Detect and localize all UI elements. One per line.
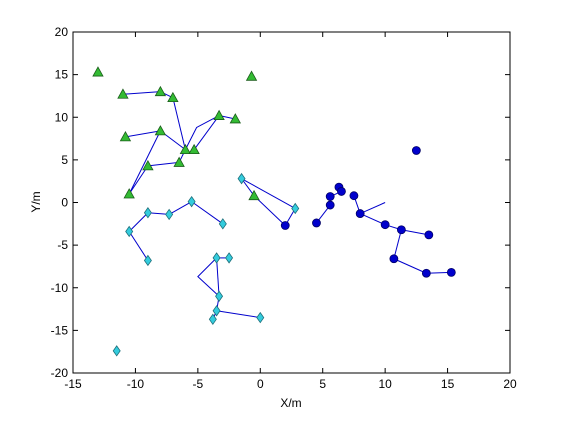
connection-line xyxy=(128,231,149,261)
diamond-marker xyxy=(237,172,246,185)
diamond-marker xyxy=(112,345,121,357)
data-markers xyxy=(92,66,456,357)
connection-line xyxy=(147,161,180,167)
triangle-marker xyxy=(117,88,129,99)
x-axis-ticks: -15 -10 -5 0 5 10 15 20 xyxy=(64,32,517,391)
diamond-marker xyxy=(212,252,221,264)
connection-line xyxy=(128,165,149,195)
circle-marker xyxy=(312,218,321,228)
triangle-marker xyxy=(142,160,154,171)
y-tick-label: 0 xyxy=(61,196,68,210)
triangle-marker xyxy=(179,143,192,155)
connection-line xyxy=(241,178,296,209)
circle-marker xyxy=(411,146,421,155)
diamond-marker xyxy=(208,313,217,325)
y-tick-label: -15 xyxy=(51,323,69,337)
circle-marker xyxy=(355,209,365,218)
connection-line xyxy=(168,201,192,215)
y-tick-label: 5 xyxy=(61,153,68,167)
x-tick-label: 10 xyxy=(378,377,392,391)
connection-line xyxy=(359,202,386,215)
x-tick-label: 5 xyxy=(319,377,326,391)
triangle-marker xyxy=(154,125,167,136)
x-tick-label: 20 xyxy=(503,377,517,391)
connection-line xyxy=(216,257,220,297)
circle-marker xyxy=(280,221,290,230)
connection-line xyxy=(393,229,402,259)
x-tick-label: 15 xyxy=(441,377,455,391)
y-axis-ticks: -20 -15 -10 -5 0 5 10 15 20 xyxy=(51,25,510,380)
y-tick-label: -20 xyxy=(51,366,69,380)
x-tick-label: -15 xyxy=(64,377,82,391)
diamond-marker xyxy=(143,207,152,219)
circle-marker xyxy=(396,225,406,235)
y-tick-label: 10 xyxy=(55,110,69,124)
y-tick-label: -10 xyxy=(51,281,69,295)
connection-line xyxy=(128,130,161,195)
circle-marker xyxy=(325,200,335,210)
connection-line xyxy=(128,212,149,232)
connection-line xyxy=(191,201,224,225)
diamond-marker xyxy=(215,290,224,302)
triangle-marker xyxy=(213,109,225,120)
circle-marker xyxy=(349,191,359,201)
x-tick-label: 0 xyxy=(257,377,264,391)
triangle-marker xyxy=(229,113,241,124)
diamond-marker xyxy=(212,305,221,317)
triangle-marker xyxy=(123,188,135,199)
triangle-marker xyxy=(154,85,167,97)
circle-marker xyxy=(337,187,346,196)
diamond-marker xyxy=(143,254,152,267)
connection-line xyxy=(359,213,386,226)
y-tick-label: 20 xyxy=(55,25,69,39)
triangle-marker xyxy=(188,143,200,155)
connection-line xyxy=(172,97,186,150)
triangle-marker xyxy=(167,91,179,103)
diamond-marker xyxy=(187,195,196,208)
plot-area xyxy=(72,31,511,374)
connection-line xyxy=(193,115,220,150)
triangle-marker xyxy=(245,70,258,81)
connection-line xyxy=(401,229,429,236)
x-tick-label: -10 xyxy=(127,377,145,391)
connection-line xyxy=(122,91,161,95)
y-tick-label: -5 xyxy=(57,238,68,252)
connection-line xyxy=(184,115,220,150)
connection-line xyxy=(216,310,261,319)
y-tick-label: 15 xyxy=(55,68,69,82)
connection-line xyxy=(125,130,161,138)
connection-line xyxy=(393,258,427,274)
circle-marker xyxy=(380,220,390,230)
diamond-marker xyxy=(256,311,265,324)
circle-marker xyxy=(424,230,434,240)
triangle-marker xyxy=(119,131,132,142)
circle-marker xyxy=(446,268,456,277)
triangle-marker xyxy=(92,66,104,77)
triangle-marker xyxy=(248,189,260,201)
circle-marker xyxy=(325,192,335,201)
diamond-marker xyxy=(225,252,234,264)
diamond-marker xyxy=(165,208,174,221)
y-axis-label: Y/m xyxy=(29,191,43,212)
diamond-marker xyxy=(218,218,227,230)
circle-marker xyxy=(389,254,399,264)
connection-line xyxy=(197,257,220,297)
diamond-marker xyxy=(291,202,300,215)
x-tick-label: -5 xyxy=(193,377,204,391)
circle-marker xyxy=(421,268,431,278)
triangle-marker xyxy=(173,156,185,167)
diamond-marker xyxy=(125,225,134,238)
x-axis-label: X/m xyxy=(280,396,301,410)
